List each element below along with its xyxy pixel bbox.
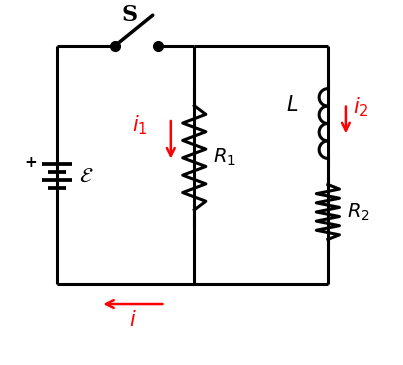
Text: $R_1$: $R_1$ — [213, 147, 236, 169]
Text: $R_2$: $R_2$ — [347, 201, 370, 223]
Text: S: S — [121, 4, 137, 26]
Text: +: + — [25, 155, 37, 170]
Text: $i_2$: $i_2$ — [353, 96, 368, 119]
Text: $\mathcal{E}$: $\mathcal{E}$ — [79, 166, 94, 186]
Text: $i_1$: $i_1$ — [132, 114, 148, 137]
Text: $i$: $i$ — [129, 310, 137, 330]
Text: $L$: $L$ — [286, 96, 298, 115]
